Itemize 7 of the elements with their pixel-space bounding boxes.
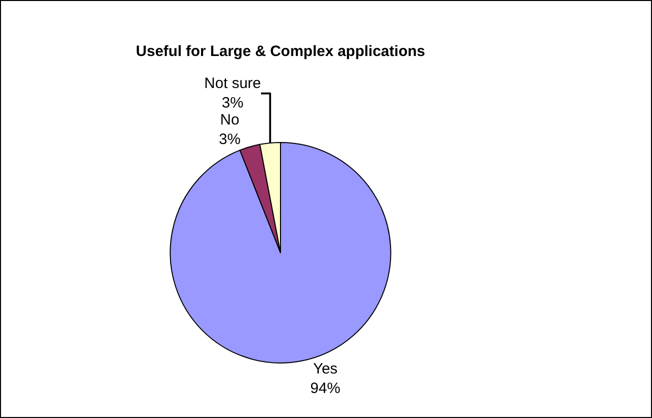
data-label: 3% bbox=[218, 131, 241, 148]
slice-label: No bbox=[220, 112, 240, 129]
chart-title: Useful for Large & Complex applications bbox=[136, 43, 426, 60]
data-label: 94% bbox=[310, 380, 340, 397]
data-label: 3% bbox=[222, 94, 244, 112]
slice-label: Yes bbox=[313, 360, 338, 378]
slice-label: Not sure bbox=[204, 75, 261, 92]
